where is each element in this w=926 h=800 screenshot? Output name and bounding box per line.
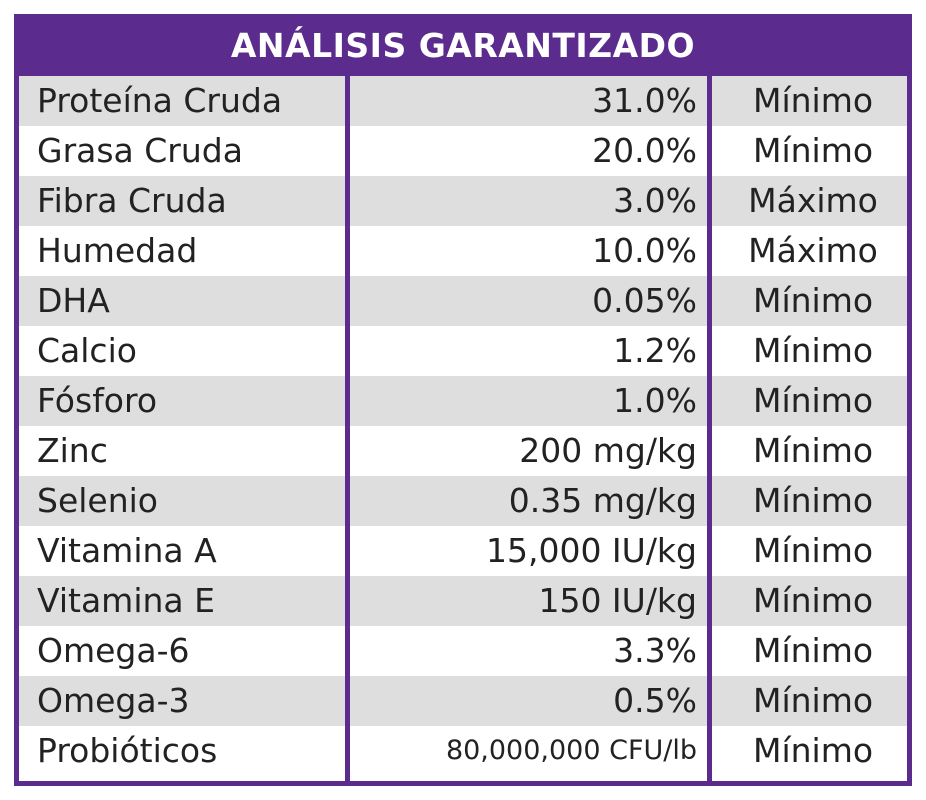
table-row: Selenio 0.35 mg/kg Mínimo bbox=[19, 476, 907, 526]
nutrient-name: Omega-6 bbox=[37, 631, 190, 670]
nutrient-name: DHA bbox=[37, 281, 110, 320]
nutrient-name: Grasa Cruda bbox=[37, 131, 243, 170]
table-row: Grasa Cruda 20.0% Mínimo bbox=[19, 126, 907, 176]
nutrient-value: 0.5% bbox=[613, 681, 697, 720]
limit-type: Máximo bbox=[748, 181, 878, 220]
table-row: Humedad 10.0% Máximo bbox=[19, 226, 907, 276]
table-row: Fósforo 1.0% Mínimo bbox=[19, 376, 907, 426]
nutrient-value: 150 IU/kg bbox=[538, 581, 697, 620]
nutrient-name: Omega-3 bbox=[37, 681, 190, 720]
nutrient-name: Zinc bbox=[37, 431, 108, 470]
nutrient-value: 31.0% bbox=[592, 81, 697, 120]
column-divider bbox=[707, 76, 712, 781]
limit-type: Mínimo bbox=[752, 681, 874, 720]
nutrient-name: Proteína Cruda bbox=[37, 81, 283, 120]
table-row: Vitamina E 150 IU/kg Mínimo bbox=[19, 576, 907, 626]
table-row: Calcio 1.2% Mínimo bbox=[19, 326, 907, 376]
table-row: Vitamina A 15,000 IU/kg Mínimo bbox=[19, 526, 907, 576]
nutrient-value: 10.0% bbox=[592, 231, 697, 270]
nutrient-value: 3.3% bbox=[613, 631, 697, 670]
limit-type: Mínimo bbox=[752, 731, 874, 770]
column-divider bbox=[345, 76, 350, 781]
limit-type: Mínimo bbox=[752, 81, 874, 120]
table-row: Fibra Cruda 3.0% Máximo bbox=[19, 176, 907, 226]
guaranteed-analysis-panel: ANÁLISIS GARANTIZADO Proteína Cruda 31.0… bbox=[14, 14, 912, 786]
nutrient-value: 80,000,000 CFU/lb bbox=[445, 735, 697, 766]
analysis-table: Proteína Cruda 31.0% Mínimo Grasa Cruda … bbox=[19, 76, 907, 776]
nutrient-value: 200 mg/kg bbox=[519, 431, 697, 470]
nutrient-name: Vitamina E bbox=[37, 581, 215, 620]
limit-type: Mínimo bbox=[752, 331, 874, 370]
nutrient-name: Fibra Cruda bbox=[37, 181, 227, 220]
nutrient-name: Selenio bbox=[37, 481, 158, 520]
limit-type: Mínimo bbox=[752, 481, 874, 520]
table-row: DHA 0.05% Mínimo bbox=[19, 276, 907, 326]
nutrient-value: 3.0% bbox=[613, 181, 697, 220]
nutrient-value: 20.0% bbox=[592, 131, 697, 170]
limit-type: Mínimo bbox=[752, 131, 874, 170]
limit-type: Mínimo bbox=[752, 531, 874, 570]
nutrient-name: Vitamina A bbox=[37, 531, 217, 570]
nutrient-value: 15,000 IU/kg bbox=[485, 531, 697, 570]
nutrient-value: 1.0% bbox=[613, 381, 697, 420]
limit-type: Mínimo bbox=[752, 581, 874, 620]
panel-title: ANÁLISIS GARANTIZADO bbox=[14, 14, 912, 76]
table-row: Omega-6 3.3% Mínimo bbox=[19, 626, 907, 676]
limit-type: Mínimo bbox=[752, 431, 874, 470]
limit-type: Mínimo bbox=[752, 631, 874, 670]
nutrient-value: 0.05% bbox=[592, 281, 697, 320]
nutrient-name: Probióticos bbox=[37, 731, 218, 770]
limit-type: Mínimo bbox=[752, 381, 874, 420]
nutrient-name: Calcio bbox=[37, 331, 137, 370]
nutrient-name: Fósforo bbox=[37, 381, 158, 420]
nutrient-name: Humedad bbox=[37, 231, 198, 270]
nutrient-value: 0.35 mg/kg bbox=[508, 481, 697, 520]
table-row: Probióticos 80,000,000 CFU/lb Mínimo bbox=[19, 726, 907, 776]
table-row: Omega-3 0.5% Mínimo bbox=[19, 676, 907, 726]
table-row: Zinc 200 mg/kg Mínimo bbox=[19, 426, 907, 476]
table-row: Proteína Cruda 31.0% Mínimo bbox=[19, 76, 907, 126]
limit-type: Máximo bbox=[748, 231, 878, 270]
nutrient-value: 1.2% bbox=[613, 331, 697, 370]
limit-type: Mínimo bbox=[752, 281, 874, 320]
